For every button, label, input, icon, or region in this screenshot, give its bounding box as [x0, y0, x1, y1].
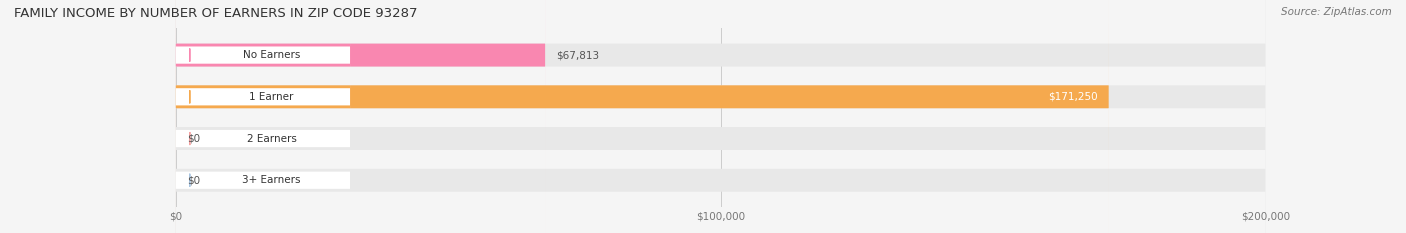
FancyBboxPatch shape	[176, 0, 1265, 233]
FancyBboxPatch shape	[176, 0, 1265, 233]
FancyBboxPatch shape	[176, 0, 350, 233]
FancyBboxPatch shape	[176, 0, 1265, 233]
FancyBboxPatch shape	[176, 0, 350, 233]
Text: $0: $0	[187, 134, 200, 144]
Text: 1 Earner: 1 Earner	[249, 92, 294, 102]
Text: $67,813: $67,813	[557, 50, 599, 60]
Text: No Earners: No Earners	[243, 50, 301, 60]
FancyBboxPatch shape	[176, 0, 1265, 233]
FancyBboxPatch shape	[176, 0, 350, 233]
FancyBboxPatch shape	[176, 0, 546, 233]
Text: 2 Earners: 2 Earners	[246, 134, 297, 144]
FancyBboxPatch shape	[176, 0, 1109, 233]
Text: $171,250: $171,250	[1049, 92, 1098, 102]
Text: $0: $0	[187, 175, 200, 185]
Text: Source: ZipAtlas.com: Source: ZipAtlas.com	[1281, 7, 1392, 17]
Text: 3+ Earners: 3+ Earners	[242, 175, 301, 185]
FancyBboxPatch shape	[176, 0, 350, 233]
Text: FAMILY INCOME BY NUMBER OF EARNERS IN ZIP CODE 93287: FAMILY INCOME BY NUMBER OF EARNERS IN ZI…	[14, 7, 418, 20]
